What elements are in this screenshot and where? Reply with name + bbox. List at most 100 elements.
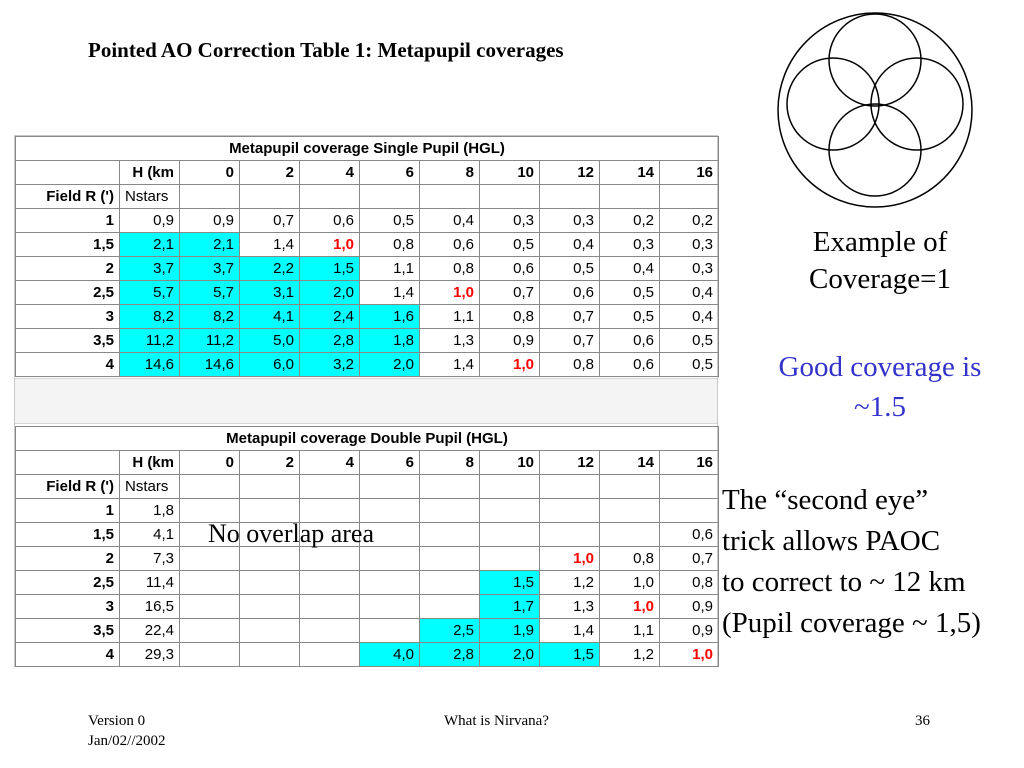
table-cell: 3,5 [15, 328, 120, 353]
table-cell [359, 546, 420, 571]
table-cell: 3,7 [179, 256, 240, 281]
table-cell: 0,9 [179, 208, 240, 233]
table-cell [239, 618, 300, 643]
table-cell: 8,2 [119, 304, 180, 329]
table-row: 1,5 4,1 0,6 [15, 522, 719, 547]
table-cell: 0,7 [479, 280, 540, 305]
table-cell: 2,5 [15, 280, 120, 305]
table-cell: 0,3 [479, 208, 540, 233]
table-cell: 10 [479, 450, 540, 475]
table-cell: 2,2 [239, 256, 300, 281]
table-cell [359, 570, 420, 595]
table-cell: 0,5 [658, 352, 720, 377]
table-cell [539, 522, 600, 547]
double-pupil-table-body: Metapupil coverage Double Pupil (HGL) H (… [15, 426, 719, 667]
table-cell [299, 184, 360, 209]
table-row: 2,5 5,7 5,7 3,1 2,0 1,4 1,0 0,7 0,6 0,5 0,4 [15, 280, 720, 305]
table-cell: 5,7 [179, 280, 240, 305]
table-cell: 10 [479, 160, 540, 185]
table-cell: 1,1 [599, 618, 660, 643]
table-subheader-row: Field R (') Nstars [15, 474, 719, 499]
table-cell: 0,4 [539, 232, 600, 257]
table-row: 1 0,9 0,9 0,7 0,6 0,5 0,4 0,3 0,3 0,2 0,2 [15, 208, 720, 233]
table-cell: 2,1 [179, 232, 240, 257]
table-cell [179, 642, 240, 667]
table-cell: 4 [299, 450, 360, 475]
table-row: 2,5 11,4 1,5 1,2 1,0 0,8 [15, 570, 719, 595]
table-cell: 1,6 [359, 304, 420, 329]
table-cell: 0,2 [599, 208, 660, 233]
table-cell: 2,8 [299, 328, 360, 353]
table-title-row: Metapupil coverage Single Pupil (HGL) [14, 136, 720, 161]
table-cell: 1 [15, 498, 120, 523]
table-cell: 1,0 [419, 280, 480, 305]
table-cell: 0,9 [659, 618, 719, 643]
table-cell: 6 [359, 450, 420, 475]
table-cell: 0,8 [659, 570, 719, 595]
table-cell [239, 546, 300, 571]
coverage-tables: Metapupil coverage Single Pupil (HGL) H (… [14, 135, 720, 667]
table-cell: 1,8 [119, 498, 180, 523]
table-cell [419, 546, 480, 571]
table-cell [479, 498, 540, 523]
table-separator [15, 378, 717, 424]
table-cell [239, 570, 300, 595]
coverage-circles-diagram [777, 12, 973, 208]
table-cell: 3,5 [15, 618, 120, 643]
table-cell: 0,7 [539, 328, 600, 353]
footer-center-title: What is Nirvana? [444, 713, 549, 729]
table-cell: 2,5 [15, 570, 120, 595]
table-cell: 0,9 [479, 328, 540, 353]
table-cell: 1,5 [479, 570, 540, 595]
table-cell: 14,6 [179, 352, 240, 377]
table-cell [659, 498, 719, 523]
table-cell [359, 184, 420, 209]
table-cell: 4,1 [119, 522, 180, 547]
table-cell [299, 474, 360, 499]
table-cell: 1,9 [479, 618, 540, 643]
table-cell [15, 160, 120, 185]
table-cell: 2,0 [479, 642, 540, 667]
table-cell: H (km [119, 160, 180, 185]
bottom-circle [828, 103, 922, 197]
table-cell [419, 522, 480, 547]
example-coverage-caption: Example of Coverage=1 [809, 226, 951, 295]
table-cell: Nstars [119, 184, 180, 209]
table-cell: 1,0 [479, 352, 540, 377]
table-cell: Nstars [119, 474, 180, 499]
table-cell: 0,9 [119, 208, 180, 233]
table-cell [179, 546, 240, 571]
table-cell: 14 [599, 160, 660, 185]
footer-page-number: 36 [915, 713, 930, 729]
table-cell [359, 618, 420, 643]
table-cell: 0 [179, 160, 240, 185]
table-title: Metapupil coverage Double Pupil (HGL) [15, 426, 719, 451]
double-pupil-table: Metapupil coverage Double Pupil (HGL) H (… [15, 426, 719, 667]
table-cell: 3,2 [299, 352, 360, 377]
table-cell [239, 184, 300, 209]
table-cell [599, 522, 660, 547]
table-cell: 1,5 [15, 522, 120, 547]
table-cell: 1,3 [539, 594, 600, 619]
table-cell: 0,4 [419, 208, 480, 233]
table-cell [659, 474, 719, 499]
table-cell: 0,4 [599, 256, 660, 281]
table-cell: 0 [179, 450, 240, 475]
table-cell: 11,2 [179, 328, 240, 353]
table-cell: 4,0 [359, 642, 420, 667]
table-cell: 1 [15, 208, 120, 233]
table-cell: 0,5 [479, 232, 540, 257]
table-row: 4 14,6 14,6 6,0 3,2 2,0 1,4 1,0 0,8 0,6 0,5 [15, 352, 720, 377]
table-cell: 0,7 [659, 546, 719, 571]
table-cell: 0,8 [539, 352, 600, 377]
table-cell: 1,5 [15, 232, 120, 257]
table-cell: 2 [239, 160, 300, 185]
table-cell: 7,3 [119, 546, 180, 571]
table-cell: 1,0 [299, 232, 360, 257]
table-row: 1,5 2,1 2,1 1,4 1,0 0,8 0,6 0,5 0,4 0,3 0,3 [15, 232, 720, 257]
table-cell: 0,6 [299, 208, 360, 233]
table-cell: 0,5 [539, 256, 600, 281]
table-cell: 1,4 [539, 618, 600, 643]
table-cell [359, 594, 420, 619]
table-cell: 0,9 [659, 594, 719, 619]
